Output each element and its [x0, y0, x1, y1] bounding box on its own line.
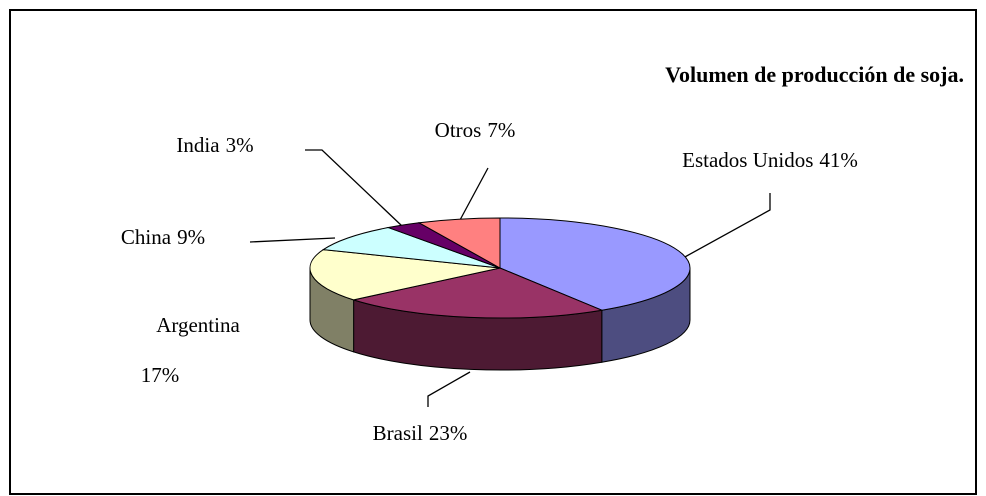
leader-lines — [249, 149, 771, 407]
data-label: Estados Unidos 41% — [682, 148, 858, 172]
value-label: 23% — [429, 421, 468, 445]
pie-tops — [309, 217, 691, 319]
category-label: India — [176, 133, 220, 157]
value-label: 9% — [177, 225, 205, 249]
label-text: Estados Unidos 41% — [682, 148, 858, 172]
label-text: India 3% — [176, 133, 253, 157]
label-text: China 9% — [121, 225, 205, 249]
category-label: Estados Unidos — [682, 148, 813, 172]
leader-line — [427, 371, 471, 407]
category-label: Argentina — [156, 313, 240, 337]
pie-slice — [321, 227, 501, 269]
category-label: China — [121, 225, 172, 249]
category-label: Brasil — [373, 421, 423, 445]
label-text: Otros 7% — [435, 118, 516, 142]
leader-line — [459, 167, 489, 221]
pie-slice — [351, 267, 604, 319]
value-label: 7% — [487, 118, 515, 142]
value-label: 3% — [226, 133, 254, 157]
value-label: 41% — [819, 148, 858, 172]
pie-slice — [309, 249, 501, 301]
data-label: Brasil 23% — [373, 421, 468, 445]
data-label: Argentina 17% — [141, 313, 241, 387]
leader-line — [249, 237, 336, 243]
chart-title: Volumen de producción de soja. — [665, 62, 964, 87]
pie-slice — [417, 217, 501, 269]
value-label: 17% — [141, 363, 180, 387]
data-label: China 9% — [121, 225, 205, 249]
label-text: Brasil 23% — [373, 421, 468, 445]
category-label: Otros — [435, 118, 482, 142]
leader-line — [682, 193, 771, 259]
data-label: Otros 7% — [435, 118, 516, 142]
leader-line — [305, 149, 403, 227]
data-label: India 3% — [176, 133, 253, 157]
